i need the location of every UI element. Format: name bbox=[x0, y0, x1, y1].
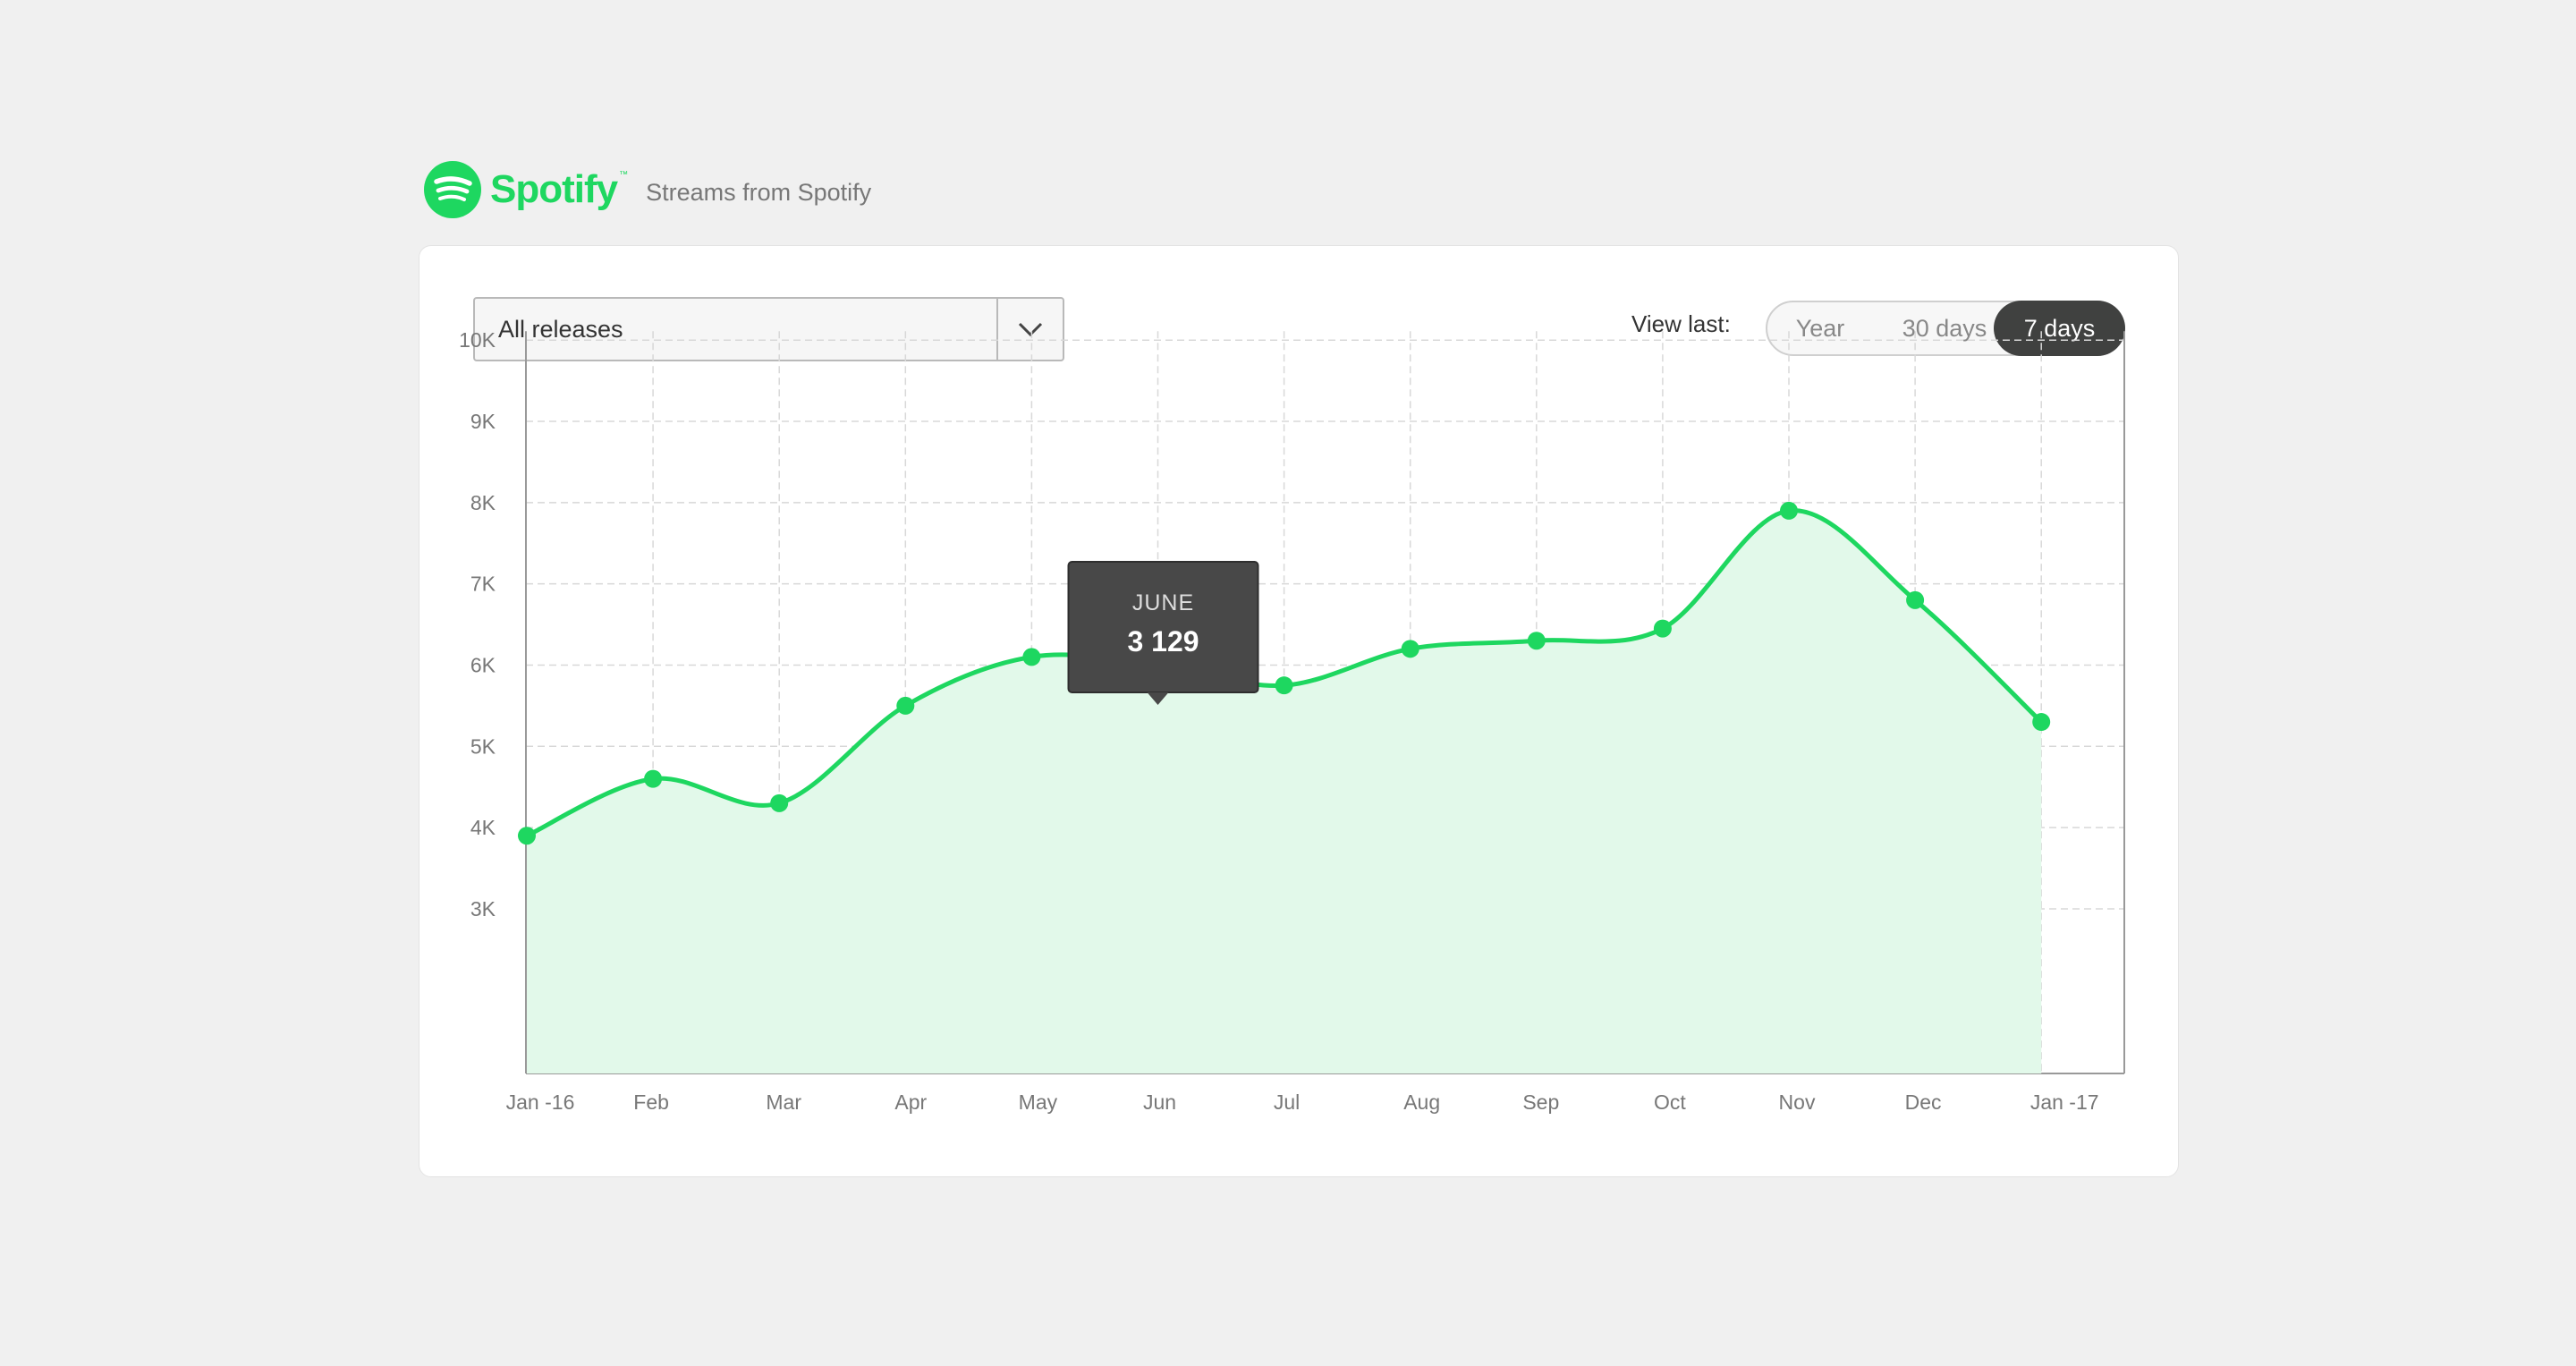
y-tick-label: 6K bbox=[470, 653, 496, 676]
x-tick-label: Aug bbox=[1403, 1090, 1440, 1114]
view-last-label: View last: bbox=[1631, 310, 1731, 337]
view-option-year[interactable]: Year bbox=[1795, 315, 1845, 342]
tooltip-value: 3 129 bbox=[1127, 625, 1199, 658]
view-range-toggle: Year 30 days 7 days bbox=[1766, 301, 2125, 356]
tooltip-pointer bbox=[1147, 692, 1169, 705]
x-tick-label: Jan -17 bbox=[2030, 1090, 2099, 1114]
data-point bbox=[1906, 590, 1925, 609]
spotify-logo-icon bbox=[424, 161, 481, 218]
data-point bbox=[644, 769, 663, 788]
release-select[interactable]: All releases bbox=[473, 297, 1064, 361]
y-tick-label: 9K bbox=[470, 410, 496, 433]
release-select-value: All releases bbox=[498, 316, 623, 343]
data-point bbox=[1275, 676, 1293, 695]
header: Spotify ™ Streams from Spotify bbox=[424, 157, 871, 222]
y-tick-label: 7K bbox=[470, 573, 496, 596]
data-point bbox=[1022, 648, 1041, 666]
y-tick-label: 10K bbox=[459, 328, 496, 352]
y-tick-label: 3K bbox=[470, 897, 496, 921]
data-point bbox=[770, 793, 789, 812]
x-tick-label: May bbox=[1019, 1090, 1058, 1114]
view-option-30-days[interactable]: 30 days bbox=[1902, 315, 1987, 342]
release-select-toggle[interactable] bbox=[996, 299, 1063, 360]
page-subtitle: Streams from Spotify bbox=[646, 178, 872, 206]
streams-chart: 3K 4K 5K 6K 7K 8K 9K 10K Jan -16 Feb Mar Apr May Jun J… bbox=[459, 328, 2125, 1114]
x-tick-label: Nov bbox=[1779, 1090, 1816, 1114]
chevron-down-icon bbox=[1018, 322, 1043, 337]
view-option-7-days[interactable]: 7 days bbox=[1994, 301, 2125, 356]
x-tick-label: Feb bbox=[633, 1090, 669, 1114]
tooltip-title: JUNE bbox=[1132, 590, 1194, 615]
x-tick-label: Jun bbox=[1143, 1090, 1176, 1114]
data-point bbox=[518, 827, 536, 845]
x-tick-label: Jan -16 bbox=[506, 1090, 575, 1114]
y-tick-label: 8K bbox=[470, 491, 496, 514]
x-tick-label: Apr bbox=[894, 1090, 927, 1114]
data-point bbox=[1780, 501, 1798, 520]
data-point bbox=[1401, 640, 1419, 658]
x-tick-label: Oct bbox=[1654, 1090, 1686, 1114]
data-point bbox=[1527, 632, 1546, 650]
chart-tooltip: JUNE 3 129 bbox=[1067, 561, 1259, 705]
data-point bbox=[2032, 713, 2051, 732]
x-tick-label: Mar bbox=[766, 1090, 801, 1114]
streams-card: All releases View last: Year 30 days 7 d… bbox=[419, 245, 2179, 1177]
trademark-symbol: ™ bbox=[619, 170, 629, 180]
y-tick-label: 5K bbox=[470, 734, 496, 758]
x-tick-label: Dec bbox=[1905, 1090, 1942, 1114]
x-tick-label: Jul bbox=[1274, 1090, 1300, 1114]
data-point bbox=[1653, 619, 1672, 638]
series-area-fill bbox=[527, 510, 2042, 1073]
data-point bbox=[896, 696, 915, 715]
spotify-wordmark: Spotify bbox=[490, 167, 618, 211]
y-tick-label: 4K bbox=[470, 816, 496, 839]
x-tick-label: Sep bbox=[1522, 1090, 1559, 1114]
